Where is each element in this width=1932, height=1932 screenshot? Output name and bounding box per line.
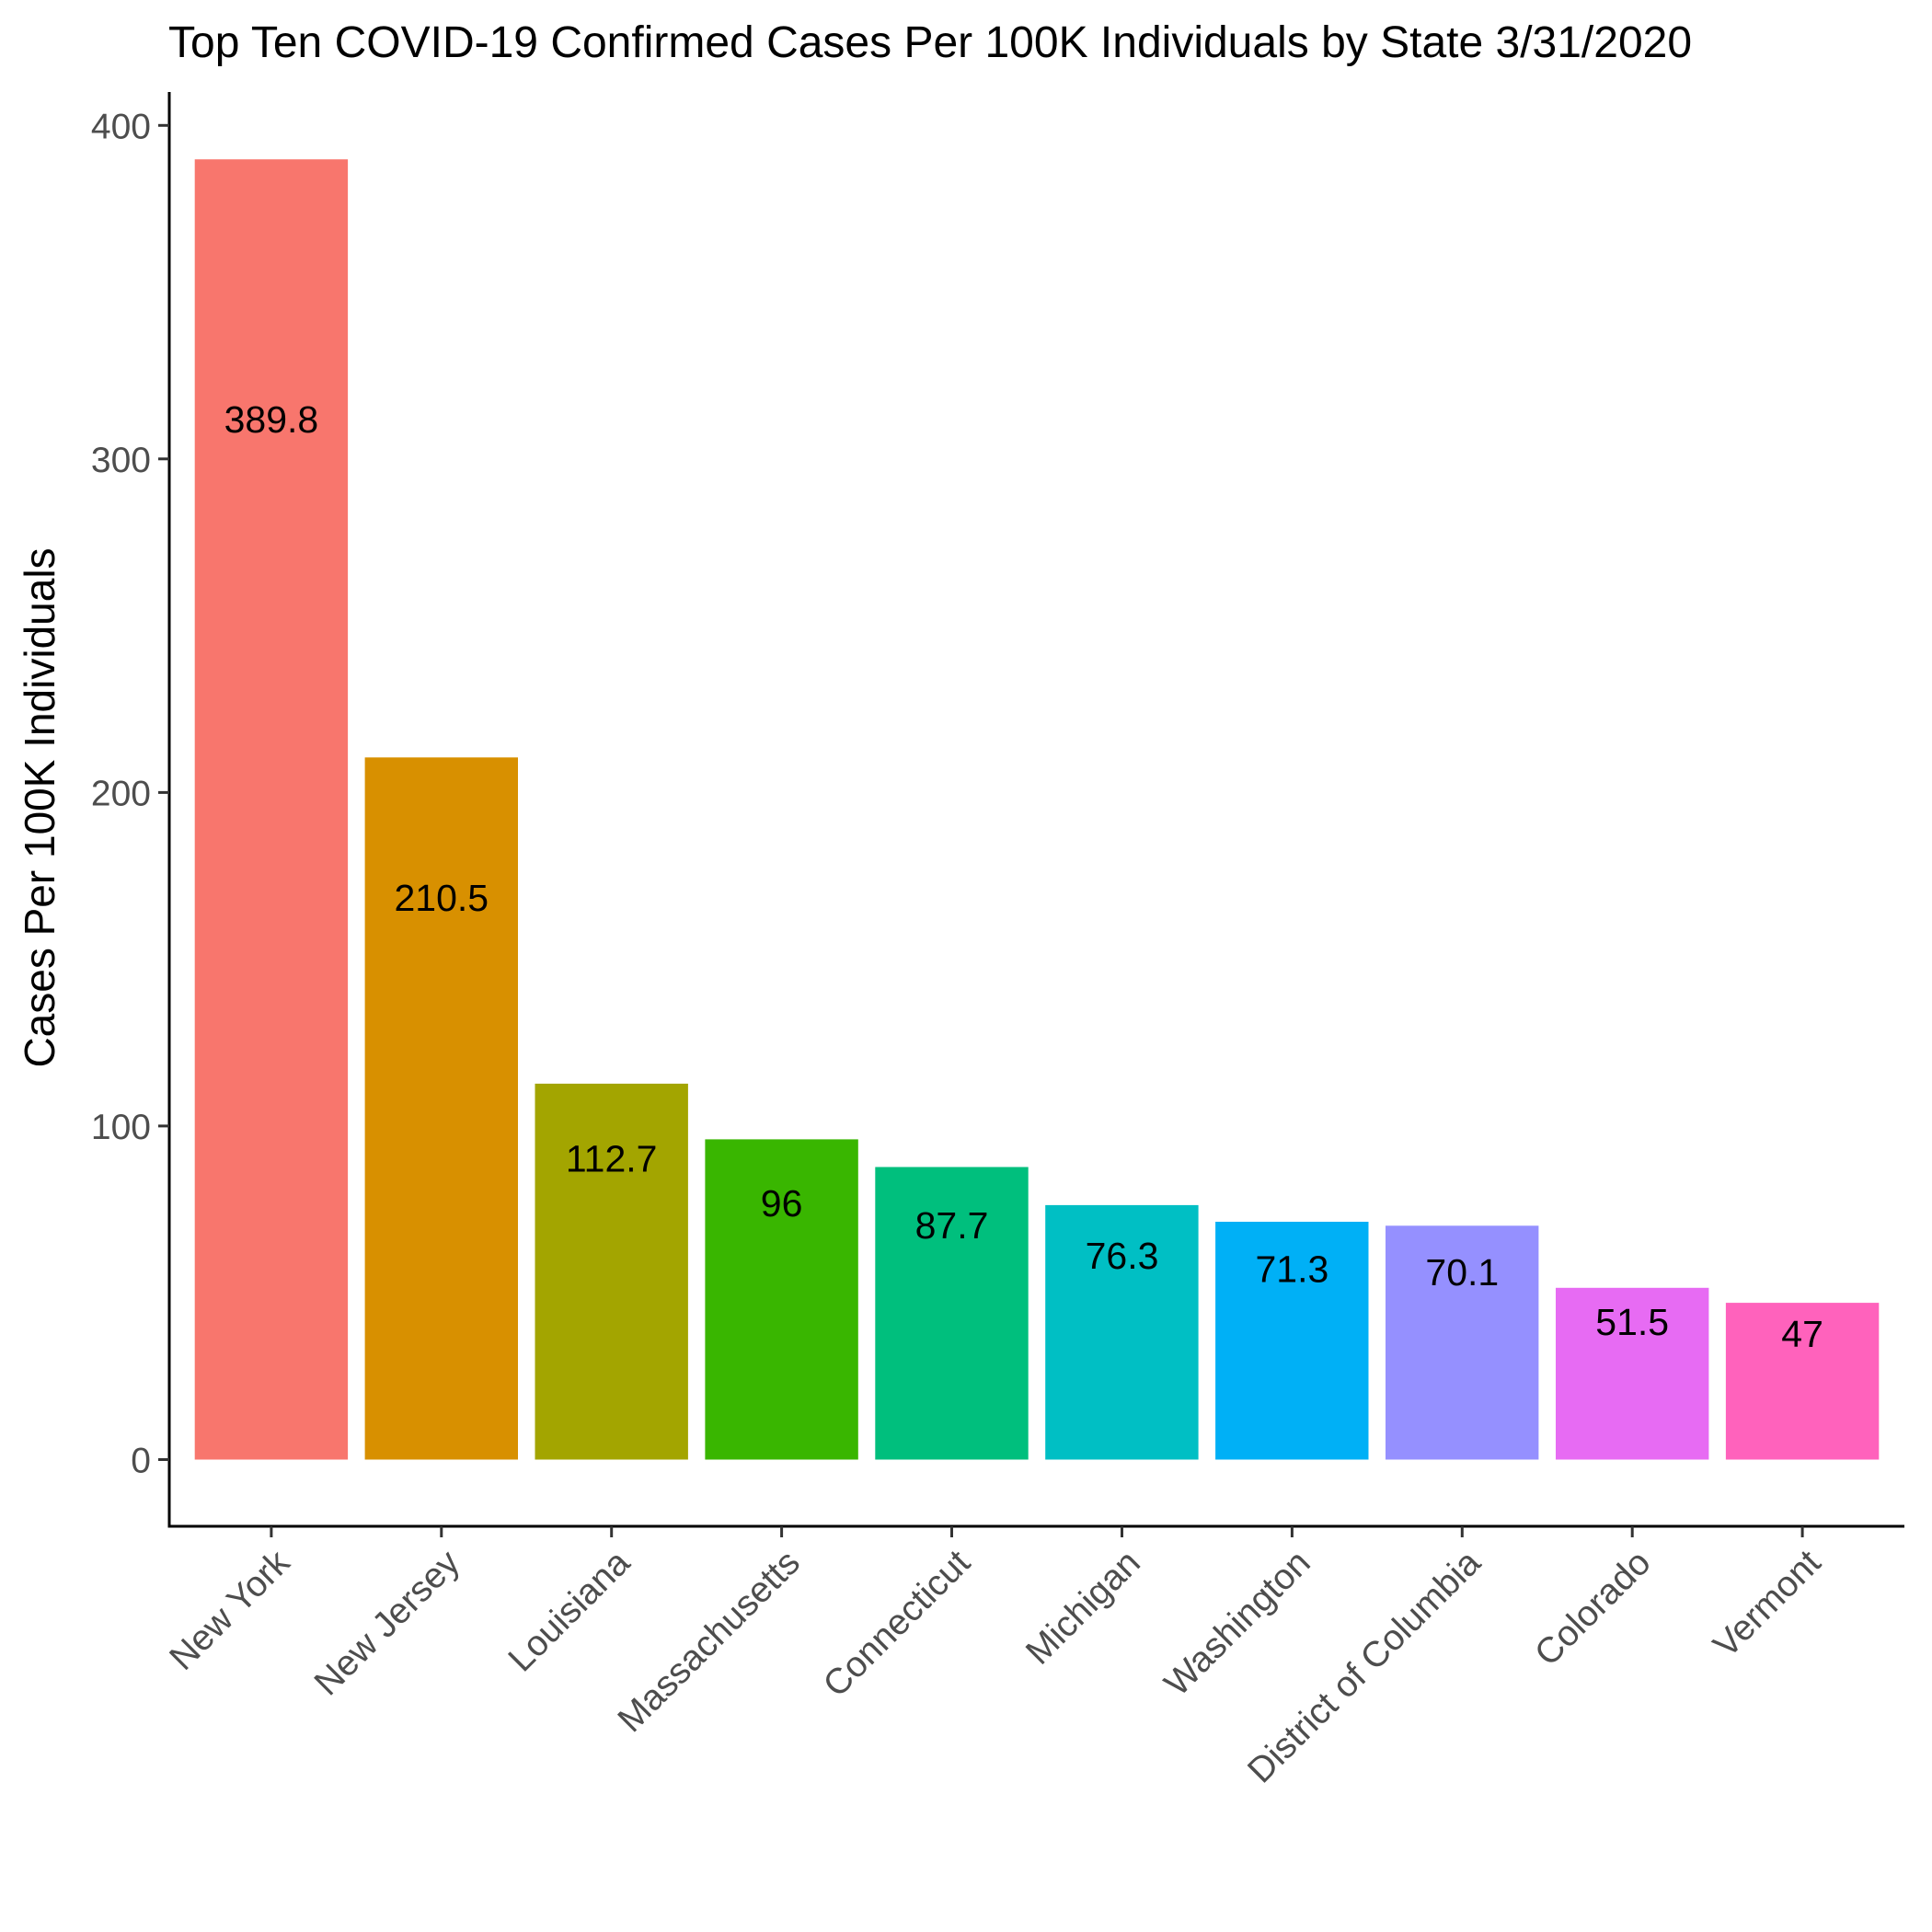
y-tick-label: 300	[91, 441, 151, 480]
bar-value-label: 96	[761, 1182, 803, 1225]
y-tick-label: 400	[91, 107, 151, 146]
y-axis-label: Cases Per 100K Individuals	[16, 547, 63, 1067]
bar-value-label: 87.7	[915, 1204, 989, 1247]
x-tick-label: Michigan	[1018, 1543, 1148, 1673]
bar-value-label: 210.5	[394, 877, 489, 919]
bar	[875, 1167, 1029, 1460]
bars-layer	[194, 159, 1880, 1460]
bar	[1386, 1225, 1539, 1460]
bar-value-label: 389.8	[224, 398, 319, 441]
data-labels-layer: 389.8 210.5 112.7 96 87.7 76.3 71.3 70.1 51.5 47	[224, 398, 1823, 1355]
y-tick-label: 200	[91, 774, 151, 813]
bar	[1725, 1303, 1880, 1460]
bar	[364, 757, 518, 1460]
bar-value-label: 76.3	[1086, 1235, 1159, 1277]
chart-title: Top Ten COVID-19 Confirmed Cases Per 100…	[168, 18, 1692, 67]
bar-value-label: 47	[1781, 1313, 1823, 1355]
x-axis-ticks: New York New Jersey LouisianaMassachusetts…	[162, 1526, 1829, 1790]
y-tick-label: 100	[91, 1108, 151, 1147]
bar	[1045, 1204, 1199, 1460]
x-tick-label: Louisiana	[501, 1543, 638, 1680]
x-tick-label: New York	[162, 1543, 297, 1678]
bar	[194, 159, 349, 1460]
bar-value-label: 70.1	[1425, 1251, 1499, 1294]
y-axis-ticks: 0 100 200 300 400	[91, 107, 169, 1481]
bar-value-label: 71.3	[1255, 1248, 1328, 1291]
bar-value-label: 112.7	[566, 1138, 658, 1180]
y-tick-label: 0	[131, 1442, 151, 1481]
bar	[1215, 1222, 1369, 1460]
x-tick-label: Washington	[1157, 1543, 1318, 1704]
x-tick-label: Vermont	[1706, 1543, 1828, 1665]
x-tick-label: Colorado	[1527, 1543, 1658, 1673]
bar	[535, 1083, 688, 1460]
x-tick-label: Massachusetts	[611, 1543, 808, 1740]
x-tick-label: New Jersey	[307, 1543, 468, 1704]
bar-value-label: 51.5	[1595, 1301, 1669, 1343]
bar	[1556, 1287, 1709, 1460]
bar	[705, 1139, 858, 1460]
x-tick-label: Connecticut	[816, 1543, 978, 1705]
